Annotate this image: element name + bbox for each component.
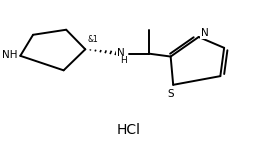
Text: &1: &1 [88, 35, 99, 44]
Text: N: N [201, 28, 209, 38]
Text: S: S [168, 89, 175, 98]
Text: H: H [120, 56, 127, 65]
Text: N: N [117, 48, 125, 58]
Text: NH: NH [2, 50, 17, 60]
Text: HCl: HCl [116, 124, 141, 137]
